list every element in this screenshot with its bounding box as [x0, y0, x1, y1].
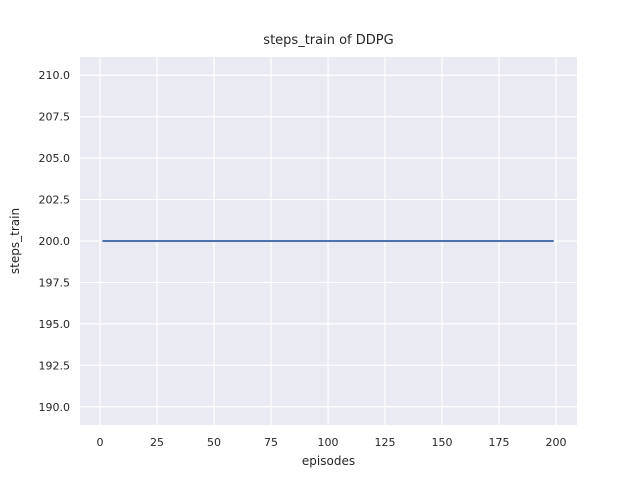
x-tick-label: 125	[375, 436, 396, 449]
y-tick-label: 197.5	[39, 276, 71, 289]
x-tick-label: 200	[546, 436, 567, 449]
y-tick-label: 200.0	[39, 235, 71, 248]
x-tick-label: 0	[97, 436, 104, 449]
x-axis-label: episodes	[301, 454, 356, 468]
y-tick-label: 205.0	[39, 152, 71, 165]
x-tick-label: 175	[489, 436, 510, 449]
y-tick-label: 195.0	[39, 318, 71, 331]
x-tick-label: 75	[264, 436, 278, 449]
chart-title: steps_train of DDPG	[263, 33, 394, 48]
y-tick-label: 202.5	[39, 194, 71, 207]
x-tick-label: 25	[150, 436, 164, 449]
x-tick-label: 150	[432, 436, 453, 449]
y-axis-label: steps_train	[8, 207, 22, 275]
y-tick-label: 190.0	[39, 401, 71, 414]
x-tick-label: 50	[207, 436, 221, 449]
y-tick-label: 192.5	[39, 359, 71, 372]
x-tick-label: 100	[318, 436, 339, 449]
y-tick-label: 210.0	[39, 69, 71, 82]
y-tick-label: 207.5	[39, 111, 71, 124]
